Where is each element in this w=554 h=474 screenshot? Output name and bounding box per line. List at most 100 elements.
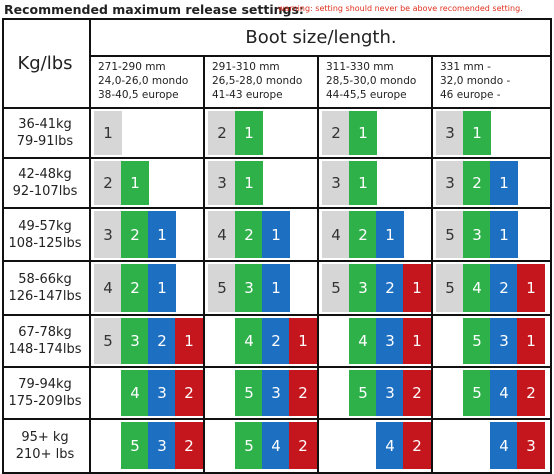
boot-size-line: 26,5-28,0 mondo	[212, 75, 303, 87]
header-bar: Recommended maximum release settings: wa…	[0, 0, 554, 20]
setting-box-red: 1	[175, 318, 203, 364]
weight-lbs: 108-125lbs	[8, 235, 82, 251]
weight-lbs: 210+ lbs	[15, 446, 75, 462]
setting-box-blue: 4	[376, 422, 404, 469]
weight-kg: 49-57kg	[18, 218, 72, 234]
setting-box-blue: 2	[490, 264, 518, 312]
boot-size-line: 32,0 mondo -	[440, 75, 511, 87]
setting-box-blue: 4	[490, 422, 518, 469]
grid-line	[2, 314, 552, 316]
setting-box-gray: 3	[436, 161, 464, 205]
boot-size-cell: 271-290 mm 24,0-26,0 mondo 38-40,5 europe	[90, 56, 204, 108]
setting-box-gray: 3	[436, 111, 464, 155]
weight-kg: 67-78kg	[18, 325, 72, 340]
setting-box-green: 2	[121, 264, 149, 312]
boot-size-cell: 311-330 mm 28,5-30,0 mondo 44-45,5 europe	[318, 56, 432, 108]
setting-box-blue: 1	[490, 211, 518, 258]
weight-cell: 36-41kg 79-91lbs	[0, 108, 90, 158]
setting-box-gray: 3	[94, 211, 122, 258]
setting-box-green: 4	[235, 318, 263, 364]
grid-line	[2, 418, 552, 420]
setting-box-green: 5	[463, 370, 491, 416]
grid-line	[2, 207, 552, 209]
setting-box-red: 3	[517, 422, 545, 469]
setting-box-green: 4	[121, 370, 149, 416]
grid-line	[431, 56, 433, 474]
setting-box-gray: 2	[94, 161, 122, 205]
setting-box-green: 2	[463, 161, 491, 205]
weight-cell: 42-48kg 92-107lbs	[0, 158, 90, 208]
setting-box-green: 1	[121, 161, 149, 205]
weight-cell: 49-57kg 108-125lbs	[0, 208, 90, 261]
weight-lbs: 148-174lbs	[8, 342, 82, 357]
setting-box-green: 5	[121, 422, 149, 469]
setting-box-blue: 1	[376, 211, 404, 258]
setting-box-gray: 2	[208, 111, 236, 155]
boot-size-line: 38-40,5 europe	[98, 89, 179, 101]
setting-box-blue: 2	[148, 318, 176, 364]
boot-size-cell: 291-310 mm 26,5-28,0 mondo 41-43 europe	[204, 56, 318, 108]
setting-box-red: 2	[289, 422, 317, 469]
page-title: Recommended maximum release settings:	[4, 2, 304, 17]
setting-box-green: 1	[235, 111, 263, 155]
boot-size-cell: 331 mm - 32,0 mondo - 46 europe -	[432, 56, 546, 108]
weight-cell: 67-78kg 148-174lbs	[0, 315, 90, 367]
weight-kg: 58-66kg	[18, 272, 72, 287]
setting-box-gray: 4	[322, 211, 350, 258]
weight-lbs: 79-91lbs	[16, 134, 74, 149]
weight-kg: 36-41kg	[18, 117, 72, 132]
grid-line	[2, 107, 552, 109]
setting-box-blue: 2	[376, 264, 404, 312]
setting-box-blue: 3	[148, 370, 176, 416]
setting-box-blue: 3	[148, 422, 176, 469]
setting-box-gray: 3	[208, 161, 236, 205]
setting-box-gray: 5	[208, 264, 236, 312]
setting-box-red: 1	[289, 318, 317, 364]
setting-box-green: 1	[349, 111, 377, 155]
setting-box-red: 1	[517, 264, 545, 312]
boot-size-line: 28,5-30,0 mondo	[326, 75, 417, 87]
setting-box-blue: 1	[148, 211, 176, 258]
grid-line	[90, 55, 552, 57]
setting-box-red: 2	[403, 422, 431, 469]
weight-column-header: Kg/lbs	[17, 52, 73, 74]
boot-size-line: 46 europe -	[440, 89, 501, 101]
boot-size-line: 24,0-26,0 mondo	[98, 75, 189, 87]
setting-box-green: 3	[121, 318, 149, 364]
setting-box-gray: 4	[94, 264, 122, 312]
setting-box-gray: 5	[436, 211, 464, 258]
setting-box-blue: 4	[262, 422, 290, 469]
weight-cell: 79-94kg 175-209lbs	[0, 367, 90, 419]
setting-box-blue: 2	[262, 318, 290, 364]
setting-box-blue: 3	[376, 370, 404, 416]
setting-box-green: 2	[349, 211, 377, 258]
setting-box-green: 4	[349, 318, 377, 364]
setting-box-red: 1	[517, 318, 545, 364]
weight-kg: 42-48kg	[18, 167, 72, 182]
setting-box-blue: 1	[262, 211, 290, 258]
setting-box-blue: 3	[262, 370, 290, 416]
grid-line	[317, 56, 319, 474]
boot-size-header: Boot size/length.	[245, 26, 397, 48]
setting-box-green: 5	[463, 318, 491, 364]
grid-line	[89, 18, 91, 474]
setting-box-blue: 3	[376, 318, 404, 364]
setting-box-blue: 1	[148, 264, 176, 312]
setting-box-green: 1	[463, 111, 491, 155]
setting-box-green: 1	[235, 161, 263, 205]
setting-box-red: 2	[403, 370, 431, 416]
weight-lbs: 175-209lbs	[8, 394, 82, 409]
setting-box-green: 3	[235, 264, 263, 312]
boot-size-line: 291-310 mm	[212, 61, 280, 73]
setting-box-red: 2	[175, 422, 203, 469]
setting-box-blue: 1	[490, 161, 518, 205]
boot-size-line: 44-45,5 europe	[326, 89, 407, 101]
setting-box-green: 5	[235, 370, 263, 416]
warning-text: warning: setting should never be above r…	[278, 4, 523, 13]
grid-line	[2, 157, 552, 159]
setting-box-red: 2	[517, 370, 545, 416]
weight-kg: 95+ kg	[21, 429, 69, 445]
setting-box-green: 5	[235, 422, 263, 469]
setting-box-blue: 1	[262, 264, 290, 312]
boot-size-line: 41-43 europe	[212, 89, 283, 101]
